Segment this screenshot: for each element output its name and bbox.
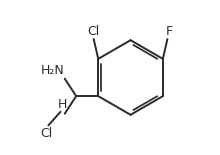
Text: Cl: Cl	[87, 25, 99, 38]
Text: Cl: Cl	[41, 127, 53, 140]
Text: H: H	[58, 97, 67, 111]
Text: H₂N: H₂N	[40, 64, 64, 77]
Text: F: F	[165, 25, 172, 38]
